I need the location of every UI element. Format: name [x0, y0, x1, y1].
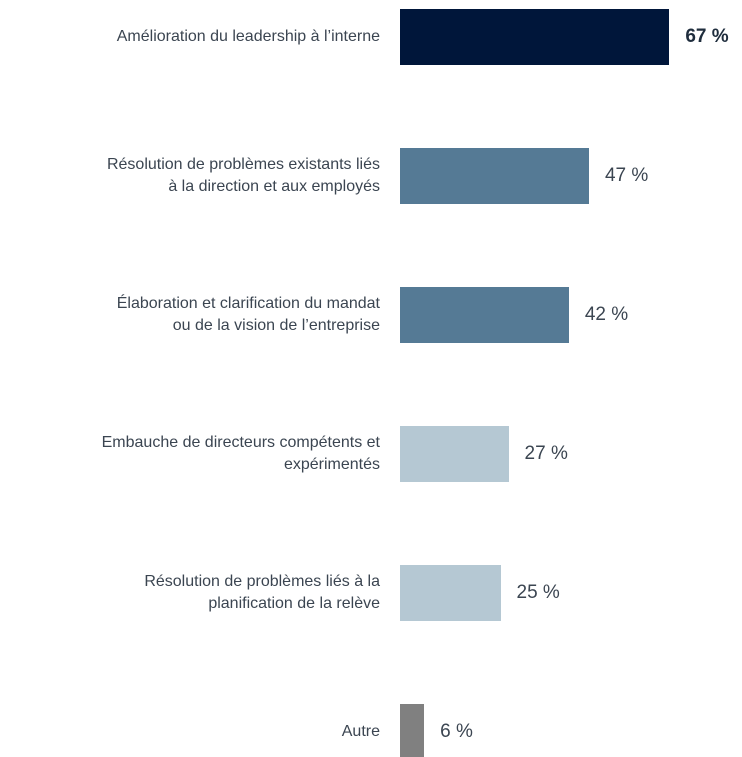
bar: [400, 704, 425, 757]
category-label: Amélioration du leadership à l’interne: [116, 28, 380, 45]
bar: [400, 426, 509, 482]
category-label: Embauche de directeurs compétents et exp…: [101, 434, 380, 473]
category-label: Résolution de problèmes existants liés à…: [106, 156, 380, 195]
value-label: 67 %: [685, 26, 729, 47]
value-label: 25 %: [516, 582, 560, 603]
value-label: 6 %: [440, 721, 473, 742]
bar: [400, 148, 589, 204]
bar: [400, 9, 670, 65]
bar: [400, 565, 501, 621]
value-label: 27 %: [524, 443, 568, 464]
value-label: 42 %: [584, 304, 629, 325]
category-label: Élaboration et clarification du mandat o…: [116, 295, 380, 334]
bar: [400, 287, 569, 343]
value-label: 47 %: [604, 165, 649, 186]
category-label: Résolution de problèmes liés à la planif…: [144, 573, 380, 612]
category-label: Autre: [341, 723, 380, 740]
